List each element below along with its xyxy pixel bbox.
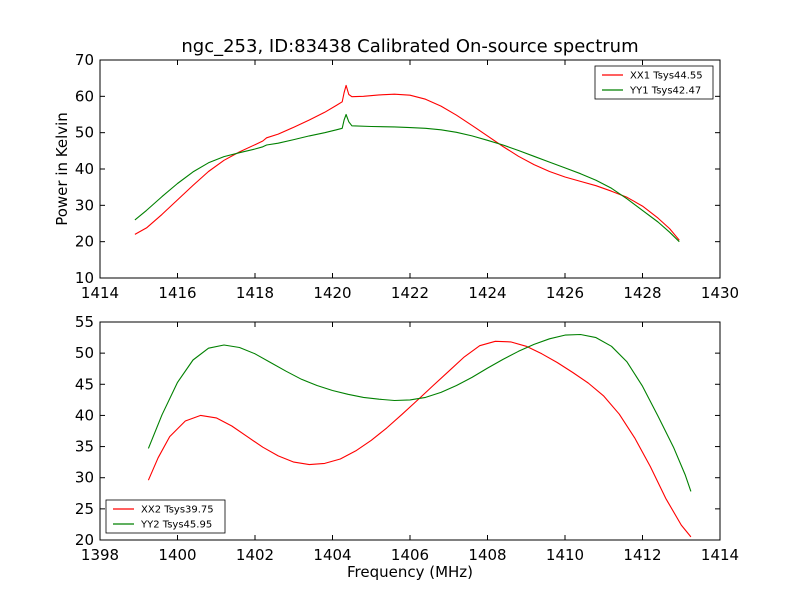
y-tick-label: 70 [75, 51, 94, 69]
x-tick-label: 1428 [623, 284, 661, 302]
x-axis-label: Frequency (MHz) [347, 563, 473, 581]
series-line-xx1 [134, 84, 680, 241]
legend-entry: YY2 Tsys45.95 [140, 520, 212, 531]
legend: XX1 Tsys44.55 YY1 Tsys42.47 [594, 65, 714, 100]
legend-box [594, 65, 714, 100]
y-axis-label: Power in Kelvin [53, 112, 71, 226]
y-tick-label: 50 [75, 344, 94, 362]
chart-title: ngc_253, ID:83438 Calibrated On-source s… [181, 36, 638, 57]
x-tick-label: 1410 [546, 546, 584, 564]
y-tick-label: 40 [75, 406, 94, 424]
legend-entry: YY1 Tsys42.47 [629, 86, 701, 97]
x-tick-label: 1430 [701, 284, 739, 302]
x-tick-label: 1422 [391, 284, 429, 302]
x-tick-label: 1424 [468, 284, 506, 302]
y-tick-label: 20 [75, 233, 94, 251]
y-tick-label: 35 [75, 438, 94, 456]
x-tick-label: 1398 [81, 546, 119, 564]
x-tick-label: 1420 [313, 284, 351, 302]
x-tick-label: 1400 [158, 546, 196, 564]
panel-bottom: Frequency (MHz) 1398 1400 1402 1404 1406 1408… [75, 313, 739, 581]
legend: XX2 Tsys39.75 YY2 Tsys45.95 [105, 499, 226, 534]
legend-box [105, 499, 226, 534]
x-tick-label: 1414 [701, 546, 739, 564]
x-tick-label: 1414 [81, 284, 119, 302]
y-tick-label: 40 [75, 160, 94, 178]
x-tick-label: 1402 [236, 546, 274, 564]
series-line-xx2 [147, 340, 692, 538]
x-tick-label: 1404 [313, 546, 351, 564]
x-tick-label: 1416 [158, 284, 196, 302]
panel-top: Power in Kelvin 1414 1416 1418 1420 1422 1424… [53, 51, 739, 302]
y-tick-label: 55 [75, 313, 94, 331]
series-line-yy2 [147, 333, 692, 492]
series-line-yy1 [134, 113, 680, 243]
y-tick-label: 60 [75, 87, 94, 105]
y-tick-label: 30 [75, 196, 94, 214]
y-tick-label: 10 [75, 269, 94, 287]
y-tick-label: 20 [75, 531, 94, 549]
x-tick-label: 1412 [623, 546, 661, 564]
x-tick-label: 1408 [468, 546, 506, 564]
y-tick-label: 50 [75, 124, 94, 142]
x-tick-label: 1418 [236, 284, 274, 302]
y-tick-label: 45 [75, 375, 94, 393]
legend-entry: XX2 Tsys39.75 [141, 505, 214, 516]
y-tick-label: 25 [75, 500, 94, 518]
x-tick-label: 1426 [546, 284, 584, 302]
x-tick-label: 1406 [391, 546, 429, 564]
legend-entry: XX1 Tsys44.55 [630, 71, 703, 82]
y-tick-label: 30 [75, 469, 94, 487]
